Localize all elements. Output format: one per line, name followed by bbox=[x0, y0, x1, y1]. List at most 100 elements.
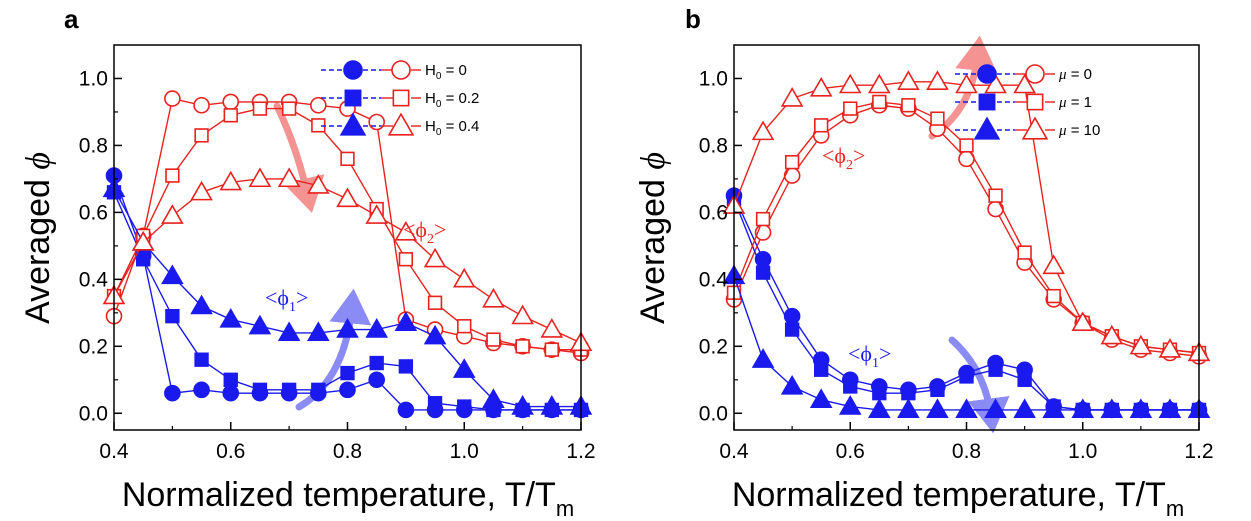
phi1-annotation-b: <ϕ1> bbox=[848, 341, 891, 371]
data-point bbox=[457, 399, 472, 414]
data-point bbox=[427, 295, 443, 310]
data-point bbox=[252, 382, 268, 398]
data-point bbox=[783, 167, 801, 184]
data-point bbox=[751, 120, 775, 141]
data-point bbox=[219, 170, 243, 191]
heating-trend-arrow-red bbox=[273, 102, 325, 214]
data-point bbox=[394, 220, 418, 241]
data-point bbox=[394, 311, 418, 332]
data-point bbox=[987, 200, 1004, 218]
data-point bbox=[540, 318, 564, 338]
y-tick-label: 0.0 bbox=[79, 402, 108, 425]
data-point bbox=[193, 381, 210, 399]
data-point bbox=[1013, 73, 1036, 94]
data-point bbox=[161, 264, 184, 285]
data-point bbox=[423, 247, 447, 268]
x-tick-label: 0.6 bbox=[836, 440, 865, 463]
data-point bbox=[809, 76, 833, 97]
legend-label: μ = 10 bbox=[1058, 122, 1100, 139]
data-point bbox=[814, 362, 829, 377]
data-point bbox=[1071, 311, 1095, 332]
data-point bbox=[988, 188, 1003, 203]
data-point bbox=[397, 401, 415, 419]
data-point bbox=[222, 93, 240, 111]
data-point bbox=[755, 265, 771, 280]
data-point bbox=[281, 101, 297, 116]
data-point bbox=[780, 87, 804, 107]
legend-entry: μ = 1 bbox=[955, 93, 1092, 111]
legend-marker-filled bbox=[977, 64, 997, 84]
legend-entry: μ = 10 bbox=[955, 116, 1100, 140]
data-point bbox=[901, 385, 916, 401]
data-point bbox=[1100, 398, 1124, 419]
legend-marker-filled bbox=[339, 112, 367, 136]
x-tick-label: 0.4 bbox=[719, 440, 749, 463]
data-point bbox=[365, 204, 388, 224]
x-axis-label-a: Normalized temperature, T/Tm bbox=[122, 476, 574, 521]
data-point bbox=[336, 187, 359, 208]
phi2-annotation-a: <ϕ2> bbox=[403, 217, 446, 247]
data-point bbox=[872, 385, 887, 401]
data-point bbox=[930, 111, 945, 126]
data-point bbox=[897, 398, 920, 419]
panel-a: a 0.4 0.6 0.8 1.0 1.2 0.0 0.2 0.4 0.6 0.8 1.0 <ϕ2>… bbox=[19, 4, 596, 521]
legend-label: H0 = 0 bbox=[425, 62, 467, 82]
data-point bbox=[277, 167, 301, 188]
data-point bbox=[814, 118, 829, 133]
data-point bbox=[340, 365, 355, 381]
legend-a: H0 = 0 H0 = 0.2 H0 = 0.4 bbox=[321, 60, 479, 138]
data-point bbox=[190, 180, 213, 201]
data-point bbox=[955, 398, 978, 419]
data-point bbox=[838, 395, 862, 415]
data-point bbox=[131, 230, 155, 251]
panel-a-label: a bbox=[64, 4, 79, 34]
data-point bbox=[194, 352, 209, 367]
x-tick-label: 1.2 bbox=[566, 440, 595, 463]
data-point bbox=[1158, 398, 1182, 419]
x-tick-label: 0.8 bbox=[952, 440, 981, 463]
data-point bbox=[984, 73, 1007, 94]
data-point bbox=[223, 108, 238, 123]
data-point bbox=[926, 70, 949, 90]
heating-trend-arrow-blue bbox=[295, 288, 372, 411]
data-point bbox=[1071, 398, 1095, 419]
legend-marker-open bbox=[1026, 93, 1044, 111]
legend-marker-open bbox=[392, 89, 410, 107]
data-point bbox=[540, 395, 564, 415]
data-point bbox=[838, 73, 862, 94]
data-point bbox=[452, 267, 476, 288]
data-point bbox=[194, 128, 209, 143]
data-point bbox=[755, 211, 771, 227]
data-point bbox=[248, 314, 272, 335]
data-point bbox=[307, 321, 330, 342]
data-point bbox=[281, 382, 297, 398]
data-point bbox=[901, 98, 916, 113]
x-axis-label-b: Normalized temperature, T/Tm bbox=[732, 476, 1184, 521]
data-point bbox=[511, 395, 534, 415]
data-point bbox=[1046, 288, 1061, 304]
data-point bbox=[369, 355, 384, 371]
legend-entry: H0 = 0 bbox=[321, 60, 467, 82]
data-point bbox=[486, 332, 501, 347]
data-point bbox=[1129, 334, 1153, 355]
data-point bbox=[897, 70, 920, 90]
y-tick-label: 1.0 bbox=[79, 67, 108, 90]
y-axis-label-b: Averaged ϕ bbox=[634, 152, 672, 324]
data-point bbox=[248, 167, 272, 188]
x-tick-label: 1.0 bbox=[1068, 440, 1097, 463]
data-point bbox=[482, 388, 505, 409]
x-tick-label: 1.0 bbox=[450, 440, 479, 463]
data-point bbox=[955, 73, 978, 94]
data-point bbox=[427, 396, 443, 411]
data-point bbox=[1017, 245, 1032, 260]
y-tick-label: 0.8 bbox=[699, 134, 728, 157]
data-point bbox=[368, 371, 385, 389]
data-point bbox=[423, 324, 447, 345]
legend-marker-filled bbox=[344, 89, 362, 107]
data-point bbox=[1042, 254, 1065, 275]
data-point bbox=[219, 307, 243, 328]
legend-marker-open bbox=[1021, 116, 1049, 140]
data-point bbox=[1042, 398, 1065, 419]
panel-b-label: b bbox=[685, 4, 701, 34]
data-point bbox=[252, 101, 268, 116]
